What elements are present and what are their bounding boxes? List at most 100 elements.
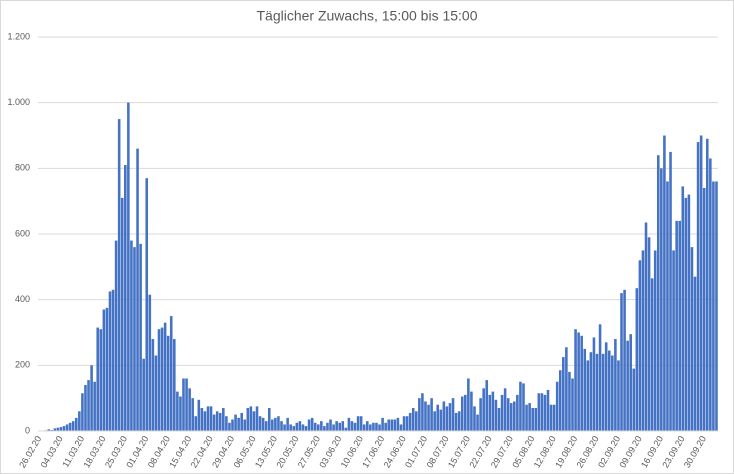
y-tick-label: 800	[15, 163, 30, 173]
bar	[154, 355, 158, 431]
bar	[142, 358, 145, 431]
bar	[647, 237, 651, 431]
bar	[623, 289, 626, 431]
bar	[620, 293, 623, 431]
bar	[583, 348, 587, 431]
bar	[693, 276, 697, 431]
bar	[136, 148, 139, 431]
bar	[249, 406, 253, 431]
bar	[292, 426, 296, 431]
bar	[617, 360, 620, 431]
bar	[96, 327, 100, 431]
bar	[182, 378, 185, 431]
bar	[240, 412, 243, 431]
bar	[396, 417, 400, 431]
bar	[672, 250, 675, 431]
bar	[310, 417, 314, 431]
bar	[666, 181, 669, 431]
bar	[503, 388, 507, 431]
bar	[660, 168, 663, 432]
bar	[206, 406, 210, 431]
bar	[130, 240, 133, 431]
bar	[62, 426, 66, 431]
bar	[522, 383, 525, 431]
bar	[267, 408, 271, 431]
bar	[537, 393, 541, 431]
bar	[424, 401, 427, 431]
bar	[491, 391, 495, 431]
bar	[264, 421, 268, 431]
bar	[369, 424, 372, 431]
bar	[384, 422, 387, 431]
bar	[90, 365, 93, 431]
bar	[534, 408, 538, 431]
bar	[185, 378, 188, 431]
bar	[574, 329, 577, 431]
bar	[133, 247, 136, 431]
bar	[638, 260, 642, 431]
bar	[179, 396, 182, 431]
bar	[430, 398, 433, 431]
bar	[99, 329, 103, 431]
bar	[145, 178, 149, 431]
bar	[644, 222, 648, 431]
bar	[436, 404, 440, 431]
bar	[65, 424, 69, 431]
bar	[415, 411, 418, 431]
bar	[629, 334, 632, 431]
bar	[362, 424, 366, 431]
bar	[464, 394, 467, 431]
bar	[243, 419, 247, 431]
bar	[124, 165, 127, 432]
bar	[506, 398, 510, 431]
bar	[78, 411, 81, 431]
bar	[274, 417, 277, 431]
bar	[218, 412, 222, 431]
bar	[329, 419, 332, 431]
bar	[353, 422, 357, 431]
bar	[341, 421, 345, 431]
bar	[56, 427, 60, 431]
y-tick-label: 400	[15, 294, 30, 304]
bar	[439, 409, 443, 431]
bar	[114, 240, 118, 431]
bar	[313, 422, 317, 431]
bar	[222, 408, 225, 431]
bar	[84, 385, 87, 431]
bar	[675, 220, 678, 431]
bar	[549, 404, 553, 431]
bar	[261, 417, 265, 431]
bar	[176, 391, 179, 431]
bar	[494, 399, 498, 431]
bar	[433, 411, 436, 431]
bar	[460, 396, 464, 431]
bar	[258, 416, 262, 431]
bar	[75, 417, 78, 431]
bar	[393, 419, 397, 431]
bar	[108, 291, 112, 431]
bar	[555, 381, 559, 431]
y-tick-label: 600	[15, 228, 30, 238]
y-tick-label: 1.200	[7, 31, 30, 41]
bar	[246, 408, 250, 431]
bar	[442, 401, 446, 431]
bar	[255, 406, 259, 431]
bar	[595, 353, 599, 431]
bar	[411, 408, 415, 431]
bar	[577, 332, 580, 431]
bar	[151, 339, 155, 431]
bar	[540, 393, 544, 431]
bar	[656, 155, 660, 431]
bar	[696, 142, 700, 432]
bar	[402, 416, 406, 431]
bar	[372, 422, 375, 431]
bar	[592, 337, 596, 431]
bar	[295, 422, 299, 431]
bar	[445, 406, 449, 431]
bar	[653, 250, 657, 431]
bar	[280, 421, 283, 431]
bar	[705, 138, 709, 432]
bar	[93, 381, 96, 431]
bar	[589, 352, 593, 431]
bar	[212, 414, 216, 431]
